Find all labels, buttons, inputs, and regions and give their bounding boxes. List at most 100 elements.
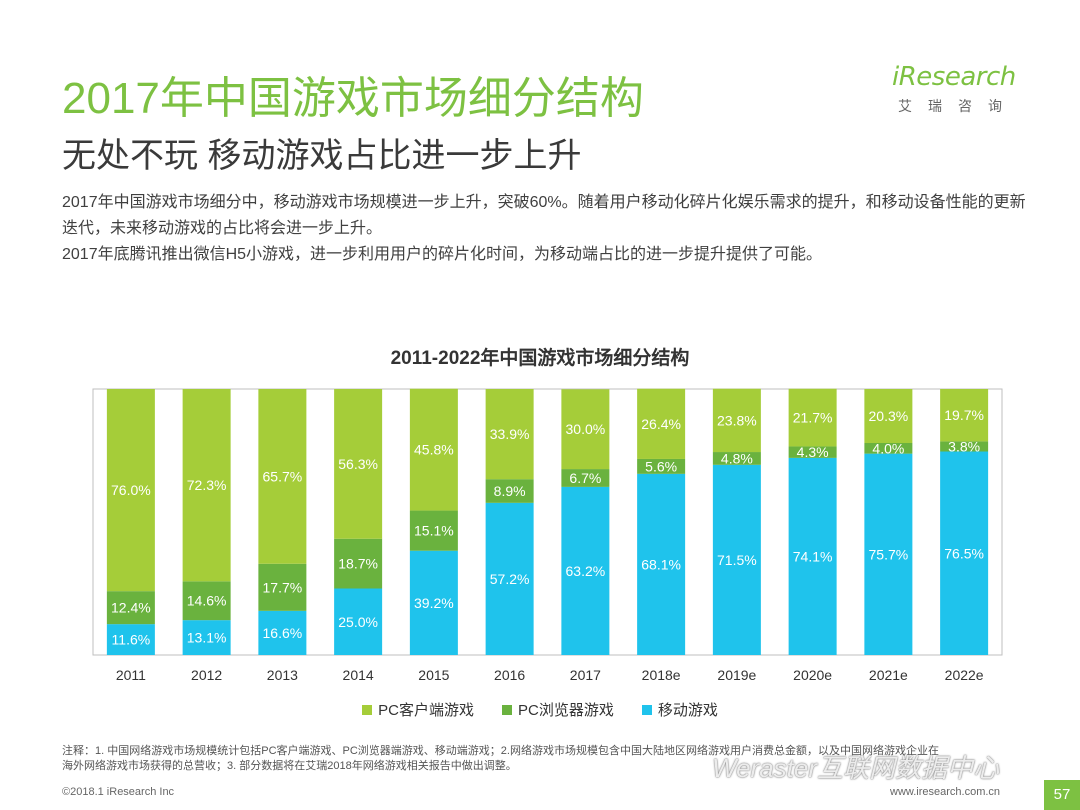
bar-pc-browser-2021e (864, 442, 913, 454)
bar-mobile-2021e (864, 453, 913, 655)
bar-mobile-2022e (940, 451, 989, 655)
data-label-pc-client-2016: 33.9% (490, 426, 530, 442)
data-label-mobile-2021e: 75.7% (869, 546, 909, 562)
x-tick-label-2015: 2015 (418, 667, 449, 683)
bar-pc-browser-2011 (106, 591, 155, 625)
data-label-pc-client-2012: 72.3% (187, 477, 227, 493)
data-label-pc-client-2015: 45.8% (414, 442, 454, 458)
bar-mobile-2012 (182, 620, 231, 655)
data-label-pc-client-2020e: 21.7% (793, 410, 833, 426)
legend-label-pc-browser: PC浏览器游戏 (517, 702, 614, 719)
bar-pc-client-2020e (788, 388, 837, 447)
bar-pc-browser-2019e (712, 452, 761, 465)
legend-swatch-pc-client (362, 704, 373, 715)
bar-pc-client-2021e (864, 389, 913, 443)
x-tick-label-2016: 2016 (494, 667, 525, 683)
data-label-pc-client-2011: 76.0% (111, 482, 151, 498)
page-number: 57 (1044, 780, 1080, 810)
intro-paragraph-1: 2017年中国游戏市场细分中，移动游戏市场规模进一步上升，突破60%。随着用户移… (62, 194, 1026, 237)
footer-url: www.iresearch.com.cn (890, 786, 1001, 798)
bar-pc-browser-2020e (788, 446, 837, 458)
bar-mobile-2013 (258, 610, 307, 655)
data-label-pc-browser-2016: 8.9% (494, 483, 526, 499)
data-label-mobile-2015: 39.2% (414, 595, 454, 611)
page-subtitle: 无处不玩 移动游戏占比进一步上升 (62, 137, 582, 175)
legend-item-mobile: 移动游戏 (641, 699, 718, 720)
bar-pc-client-2013 (258, 389, 307, 564)
bar-pc-client-2018e (637, 388, 686, 459)
data-label-pc-browser-2017: 6.7% (569, 470, 601, 486)
footnotes: 注释：1. 中国网络游戏市场规模统计包括PC客户端游戏、PC浏览器端游戏、移动端… (62, 744, 1022, 774)
data-label-pc-browser-2015: 15.1% (414, 523, 454, 539)
data-label-pc-browser-2013: 17.7% (263, 579, 303, 595)
bar-pc-client-2011 (106, 389, 155, 592)
bar-mobile-2016 (485, 502, 534, 655)
legend-label-pc-client: PC客户端游戏 (378, 702, 474, 719)
x-tick-label-2013: 2013 (267, 667, 298, 683)
data-label-mobile-2020e: 74.1% (793, 548, 833, 564)
x-tick-label-2022e: 2022e (945, 667, 984, 683)
data-label-pc-browser-2018e: 5.6% (645, 458, 677, 474)
data-label-mobile-2013: 16.6% (263, 625, 303, 641)
bar-mobile-2015 (409, 550, 458, 655)
data-label-pc-client-2014: 56.3% (338, 456, 378, 472)
watermark: Weraster互联网数据中心 (712, 753, 999, 783)
bar-pc-browser-2014 (334, 538, 383, 589)
data-label-mobile-2017: 63.2% (566, 563, 606, 579)
bar-pc-browser-2012 (182, 581, 231, 621)
data-label-pc-client-2013: 65.7% (263, 468, 303, 484)
x-tick-label-2017: 2017 (570, 667, 601, 683)
chart-legend: PC客户端游戏 PC浏览器游戏 移动游戏 (0, 699, 1080, 720)
footer-copyright: ©2018.1 iResearch Inc (62, 786, 175, 798)
data-label-pc-browser-2021e: 4.0% (872, 440, 904, 456)
data-label-pc-browser-2020e: 4.3% (797, 444, 829, 460)
logo-wordmark: iResearch (892, 62, 1016, 92)
intro-paragraph-2: 2017年底腾讯推出微信H5小游戏，进一步利用用户的碎片化时间，为移动端占比的进… (62, 246, 823, 263)
data-label-mobile-2016: 57.2% (490, 571, 530, 587)
x-tick-label-2011: 2011 (116, 667, 146, 683)
x-tick-label-2021e: 2021e (869, 667, 908, 683)
bar-mobile-2018e (637, 473, 686, 655)
data-label-pc-browser-2011: 12.4% (111, 600, 151, 616)
bar-pc-browser-2013 (258, 563, 307, 611)
iresearch-logo: iResearch 艾瑞咨询 (892, 62, 1032, 116)
x-tick-label-2012: 2012 (191, 667, 222, 683)
x-tick-label-2019e: 2019e (717, 667, 756, 683)
data-label-pc-client-2019e: 23.8% (717, 412, 757, 428)
data-label-pc-browser-2022e: 3.8% (948, 438, 980, 454)
bar-mobile-2014 (334, 588, 383, 655)
x-tick-label-2018e: 2018e (642, 667, 681, 683)
bar-pc-browser-2016 (485, 479, 534, 503)
data-label-pc-client-2021e: 20.3% (869, 408, 909, 424)
x-tick-label-2014: 2014 (343, 667, 374, 683)
legend-item-pc-browser: PC浏览器游戏 (501, 699, 614, 720)
chart-title: 2011-2022年中国游戏市场细分结构 (390, 348, 690, 369)
bar-pc-browser-2018e (637, 458, 686, 474)
data-label-mobile-2022e: 76.5% (944, 545, 984, 561)
footnote-line-2: 海外网络游戏市场获得的总营收；3. 部分数据将在艾瑞2018年网络游戏相关报告中… (62, 760, 517, 772)
bar-mobile-2020e (788, 457, 837, 655)
bar-pc-client-2022e (940, 389, 989, 442)
bar-pc-client-2015 (409, 388, 458, 511)
x-tick-label-2020e: 2020e (793, 667, 832, 683)
data-label-pc-browser-2019e: 4.8% (721, 450, 753, 466)
data-label-pc-client-2018e: 26.4% (641, 416, 681, 432)
footnote-line-1: 注释：1. 中国网络游戏市场规模统计包括PC客户端游戏、PC浏览器端游戏、移动端… (62, 745, 939, 757)
bar-mobile-2019e (712, 464, 761, 655)
bar-pc-client-2014 (334, 389, 383, 539)
data-label-pc-client-2017: 30.0% (566, 421, 606, 437)
data-label-mobile-2014: 25.0% (338, 614, 378, 630)
plot-frame (92, 388, 1003, 656)
bar-pc-browser-2015 (409, 510, 458, 551)
page-title: 2017年中国游戏市场细分结构 (62, 74, 644, 123)
bar-pc-browser-2022e (940, 441, 989, 452)
bar-pc-browser-2017 (561, 469, 610, 487)
logo-subtitle: 艾瑞咨询 (898, 98, 1018, 114)
data-label-mobile-2011: 11.6% (112, 632, 151, 648)
bar-pc-client-2012 (182, 389, 231, 582)
bar-pc-client-2019e (712, 388, 761, 453)
data-label-pc-browser-2012: 14.6% (187, 593, 227, 609)
data-label-pc-client-2022e: 19.7% (944, 407, 984, 423)
data-label-mobile-2018e: 68.1% (641, 556, 681, 572)
